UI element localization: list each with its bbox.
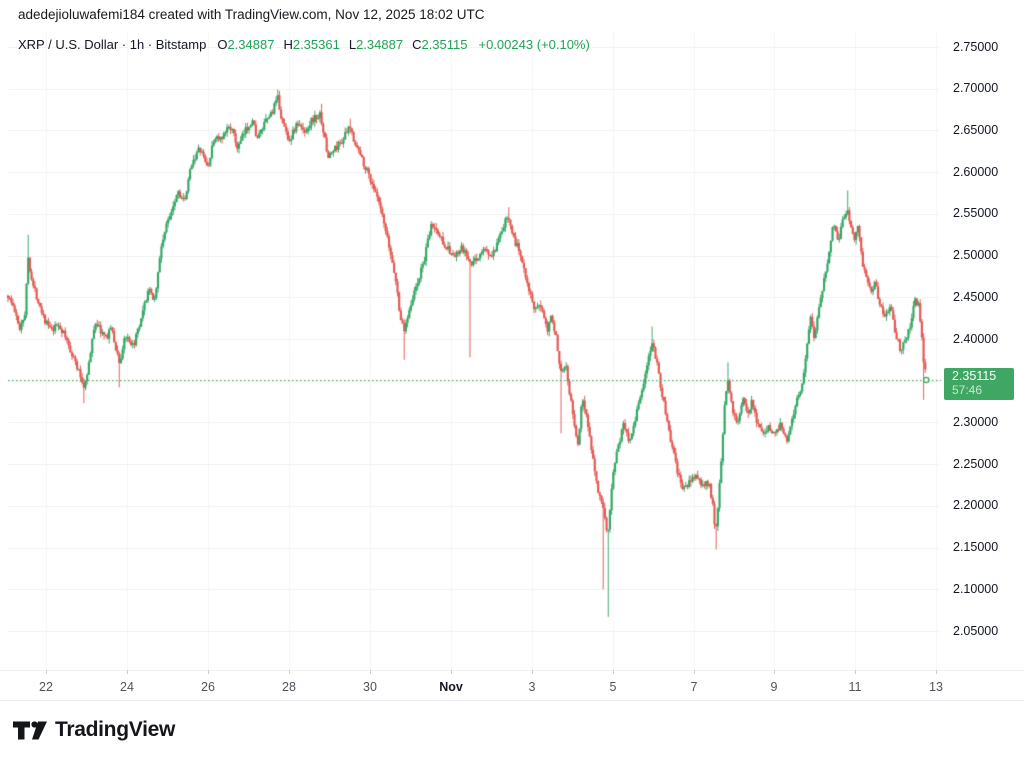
time-tick-label: 13 (929, 680, 943, 694)
price-tick-label: 2.20000 (953, 498, 999, 513)
tradingview-logo[interactable]: TradingView (13, 714, 175, 746)
countdown-timer: 57:46 (952, 383, 983, 397)
time-tick-label: 9 (770, 680, 778, 694)
time-tick-label: 28 (282, 680, 296, 694)
time-tick-mark (613, 670, 614, 674)
price-tick-label: 2.40000 (953, 331, 999, 346)
tradingview-logo-icon (13, 720, 47, 739)
time-tick-label: 24 (120, 680, 134, 694)
time-tick-mark (451, 670, 452, 674)
ohlc-pair: O2.34887 (217, 37, 275, 52)
change-value: +0.00243 (+0.10%) (478, 37, 590, 52)
time-tick-mark (936, 670, 937, 674)
time-tick-label: 7 (690, 680, 698, 694)
time-tick-label: 30 (363, 680, 377, 694)
price-tick-label: 2.60000 (953, 164, 999, 179)
ohlc-values: O2.34887 H2.35361 L2.34887 C2.35115 (217, 37, 476, 52)
time-tick-mark (46, 670, 47, 674)
price-tick-label: 2.10000 (953, 581, 999, 596)
time-tick-label: 5 (609, 680, 617, 694)
price-tick-label: 2.55000 (953, 206, 999, 221)
time-tick-label: 26 (201, 680, 215, 694)
ohlc-pair: C2.35115 (412, 37, 468, 52)
price-tick-label: 2.45000 (953, 289, 999, 304)
time-tick-mark (855, 670, 856, 674)
time-tick-mark (774, 670, 775, 674)
ohlc-pair: L2.34887 (348, 37, 404, 52)
time-tick-mark (532, 670, 533, 674)
time-tick-mark (694, 670, 695, 674)
last-price-badge: 2.35115 57:46 (944, 368, 1014, 400)
time-axis-top-border (0, 670, 1024, 671)
price-tick-label: 2.65000 (953, 122, 999, 137)
time-tick-label: 22 (39, 680, 53, 694)
time-tick-label: Nov (439, 680, 463, 694)
attribution-text: adedejioluwafemi184 created with Trading… (18, 7, 485, 22)
price-tick-label: 2.50000 (953, 248, 999, 263)
price-tick-label: 2.15000 (953, 540, 999, 555)
time-tick-mark (127, 670, 128, 674)
symbol-title: XRP / U.S. Dollar · 1h · Bitstamp (18, 37, 207, 52)
time-tick-mark (208, 670, 209, 674)
time-axis-bottom-border (0, 700, 1024, 701)
time-tick-mark (370, 670, 371, 674)
tradingview-logo-text: TradingView (55, 718, 176, 741)
price-tick-label: 2.25000 (953, 456, 999, 471)
last-price-value: 2.35115 (952, 369, 997, 383)
price-tick-label: 2.75000 (953, 39, 999, 54)
price-tick-label: 2.05000 (953, 623, 999, 638)
price-tick-label: 2.70000 (953, 81, 999, 96)
chart-legend[interactable]: XRP / U.S. Dollar · 1h · Bitstamp O2.348… (18, 37, 590, 52)
time-tick-label: 3 (528, 680, 536, 694)
price-tick-label: 2.30000 (953, 414, 999, 429)
time-tick-mark (289, 670, 290, 674)
ohlc-pair: H2.35361 (283, 37, 340, 52)
time-tick-label: 11 (848, 680, 862, 694)
